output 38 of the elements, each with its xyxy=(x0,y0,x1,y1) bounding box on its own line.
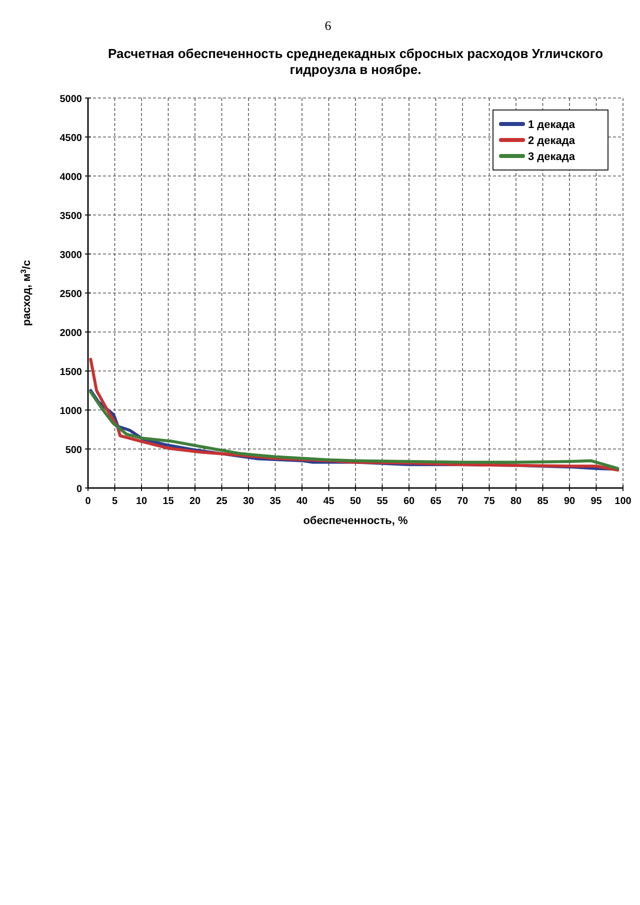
x-tick-label: 50 xyxy=(350,496,362,507)
x-tick-label: 95 xyxy=(590,496,602,507)
x-tick-label: 85 xyxy=(537,496,549,507)
x-tick-label: 75 xyxy=(484,496,496,507)
x-tick-label: 65 xyxy=(430,496,442,507)
chart-title: Расчетная обеспеченность среднедекадных сбросных расходов Угличского гидроузла в ноябре. xyxy=(108,46,604,77)
x-tick-label: 45 xyxy=(323,496,335,507)
x-tick-label: 15 xyxy=(162,496,174,507)
x-tick-label: 70 xyxy=(456,496,468,507)
legend-label: 2 декада xyxy=(528,135,576,147)
x-tick-label: 10 xyxy=(136,496,148,507)
y-tick-label: 4500 xyxy=(60,133,82,144)
x-tick-label: 35 xyxy=(270,496,282,507)
x-tick-label: 40 xyxy=(296,496,308,507)
x-tick-label: 100 xyxy=(614,496,632,507)
x-axis-title: обеспеченность, % xyxy=(303,515,408,527)
legend-label: 1 декада xyxy=(528,119,576,131)
y-tick-label: 500 xyxy=(65,445,82,456)
x-tick-label: 80 xyxy=(510,496,522,507)
y-tick-label: 1000 xyxy=(60,406,82,417)
text: 6 xyxy=(324,18,332,33)
y-tick-label: 1500 xyxy=(60,367,82,378)
y-tick-label: 4000 xyxy=(60,172,82,183)
y-tick-label: 2000 xyxy=(60,328,82,339)
x-tick-label: 5 xyxy=(112,496,118,507)
y-tick-label: 2500 xyxy=(60,289,82,300)
x-tick-label: 0 xyxy=(85,496,92,507)
y-tick-label: 3000 xyxy=(60,250,82,261)
legend-label: 3 декада xyxy=(528,151,576,163)
x-tick-label: 30 xyxy=(242,496,254,507)
y-tick-label: 5000 xyxy=(60,94,82,105)
x-tick-label: 20 xyxy=(189,496,201,507)
y-tick-label: 3500 xyxy=(60,211,82,222)
x-tick-label: 25 xyxy=(216,496,228,507)
x-tick-label: 60 xyxy=(403,496,415,507)
x-tick-label: 55 xyxy=(376,496,388,507)
y-tick-label: 0 xyxy=(76,484,82,495)
x-tick-label: 90 xyxy=(564,496,576,507)
